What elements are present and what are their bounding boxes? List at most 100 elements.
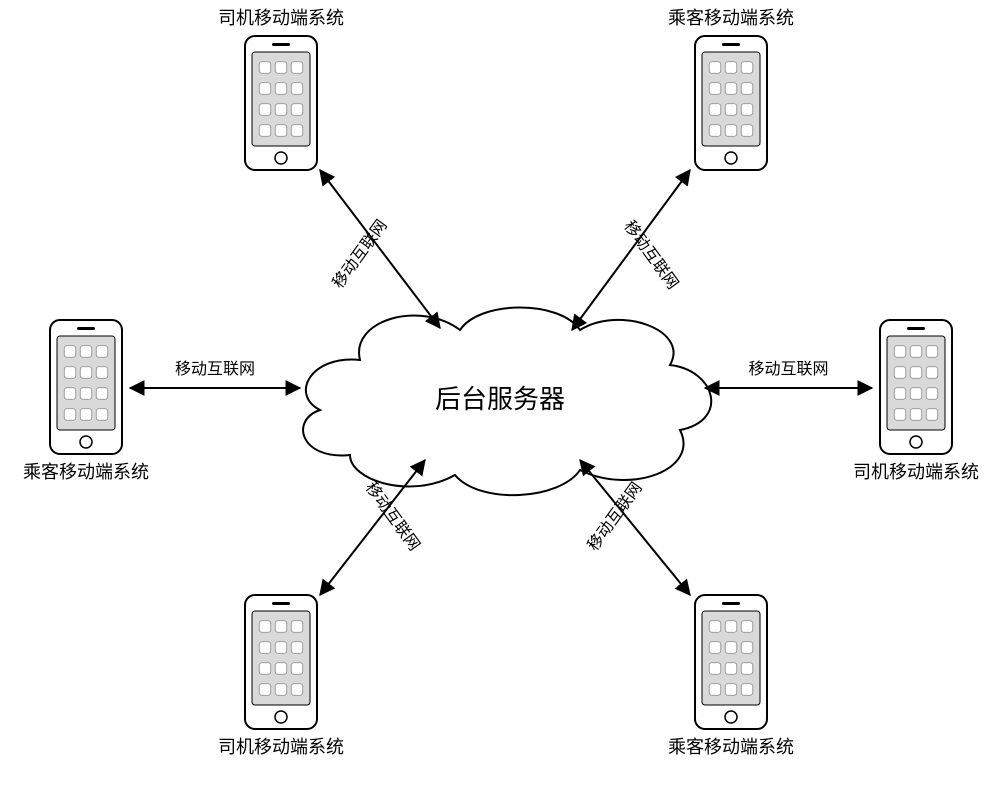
phone-app-icon — [259, 104, 271, 116]
phone-app-icon — [926, 409, 938, 421]
edge-line — [572, 170, 690, 330]
phone-app-icon — [64, 346, 76, 358]
phone-app-icon — [291, 125, 303, 137]
phone-label-top-right: 乘客移动端系统 — [668, 8, 794, 28]
phone-app-icon — [80, 346, 92, 358]
phone-app-icon — [741, 62, 753, 74]
phone-app-icon — [291, 684, 303, 696]
phone-app-icon — [741, 125, 753, 137]
phone-app-icon — [725, 83, 737, 95]
edge-mid-right: 移动互联网 — [705, 360, 872, 388]
phone-app-icon — [259, 684, 271, 696]
edge-label: 移动互联网 — [620, 217, 682, 292]
phone-app-icon — [259, 621, 271, 633]
phone-app-icon — [275, 642, 287, 654]
phone-app-icon — [275, 125, 287, 137]
edge-label: 移动互联网 — [175, 360, 255, 378]
phone-app-icon — [910, 409, 922, 421]
phone-speaker — [272, 43, 290, 46]
phone-app-icon — [725, 621, 737, 633]
phone-app-icon — [80, 409, 92, 421]
phone-app-icon — [275, 621, 287, 633]
phone-app-icon — [259, 663, 271, 675]
phone-app-icon — [725, 125, 737, 137]
edge-line — [320, 170, 440, 328]
phone-node-bot-left: 司机移动端系统 — [218, 595, 344, 757]
phone-app-icon — [259, 642, 271, 654]
phone-app-icon — [80, 388, 92, 400]
phone-app-icon — [291, 83, 303, 95]
phone-app-icon — [926, 388, 938, 400]
phone-app-icon — [894, 367, 906, 379]
phone-app-icon — [725, 62, 737, 74]
phone-node-mid-left: 乘客移动端系统 — [23, 320, 149, 482]
phone-app-icon — [725, 642, 737, 654]
edge-top-left: 移动互联网 — [320, 170, 440, 328]
phone-label-mid-right: 司机移动端系统 — [853, 462, 979, 482]
phone-app-icon — [725, 684, 737, 696]
phone-app-icon — [275, 83, 287, 95]
phone-app-icon — [80, 367, 92, 379]
phone-app-icon — [259, 125, 271, 137]
edge-mid-left: 移动互联网 — [130, 360, 300, 388]
phone-app-icon — [709, 684, 721, 696]
phone-app-icon — [709, 62, 721, 74]
phone-app-icon — [926, 367, 938, 379]
phone-node-bot-right: 乘客移动端系统 — [668, 595, 794, 757]
phone-speaker — [77, 327, 95, 330]
phone-app-icon — [741, 684, 753, 696]
phone-app-icon — [709, 621, 721, 633]
phone-app-icon — [709, 104, 721, 116]
phone-app-icon — [709, 663, 721, 675]
phone-app-icon — [894, 346, 906, 358]
phone-node-top-right: 乘客移动端系统 — [668, 8, 794, 170]
phone-app-icon — [275, 104, 287, 116]
phone-app-icon — [291, 621, 303, 633]
phone-app-icon — [64, 409, 76, 421]
phone-app-icon — [275, 663, 287, 675]
edge-label: 移动互联网 — [329, 216, 391, 291]
phone-app-icon — [259, 62, 271, 74]
phone-app-icon — [709, 125, 721, 137]
phone-app-icon — [741, 83, 753, 95]
phone-label-top-left: 司机移动端系统 — [218, 8, 344, 28]
phone-app-icon — [709, 642, 721, 654]
phone-app-icon — [910, 367, 922, 379]
phone-app-icon — [64, 388, 76, 400]
phone-label-bot-right: 乘客移动端系统 — [668, 737, 794, 757]
edge-label: 移动互联网 — [748, 360, 828, 378]
diagram-canvas: 后台服务器 移动互联网移动互联网移动互联网移动互联网移动互联网移动互联网 司机移… — [0, 0, 1000, 787]
phone-app-icon — [741, 642, 753, 654]
edge-label: 移动互联网 — [362, 479, 424, 554]
phone-app-icon — [725, 104, 737, 116]
phone-app-icon — [291, 62, 303, 74]
phone-app-icon — [96, 367, 108, 379]
phone-app-icon — [64, 367, 76, 379]
phone-app-icon — [291, 104, 303, 116]
phone-app-icon — [291, 642, 303, 654]
phone-app-icon — [926, 346, 938, 358]
cloud-label: 后台服务器 — [435, 385, 565, 414]
phone-app-icon — [259, 83, 271, 95]
phone-label-bot-left: 司机移动端系统 — [218, 737, 344, 757]
phone-app-icon — [725, 663, 737, 675]
phone-node-mid-right: 司机移动端系统 — [853, 320, 979, 482]
phone-app-icon — [275, 62, 287, 74]
phone-app-icon — [96, 388, 108, 400]
phone-speaker — [722, 43, 740, 46]
phone-app-icon — [709, 83, 721, 95]
edge-top-right: 移动互联网 — [572, 170, 690, 330]
phone-app-icon — [275, 684, 287, 696]
phone-app-icon — [741, 663, 753, 675]
phone-app-icon — [291, 663, 303, 675]
phone-speaker — [907, 327, 925, 330]
phone-app-icon — [894, 388, 906, 400]
phone-app-icon — [96, 346, 108, 358]
phone-app-icon — [910, 388, 922, 400]
phone-app-icon — [910, 346, 922, 358]
phone-speaker — [272, 602, 290, 605]
phone-app-icon — [741, 104, 753, 116]
phone-app-icon — [96, 409, 108, 421]
phone-label-mid-left: 乘客移动端系统 — [23, 462, 149, 482]
edge-label: 移动互联网 — [584, 479, 646, 554]
